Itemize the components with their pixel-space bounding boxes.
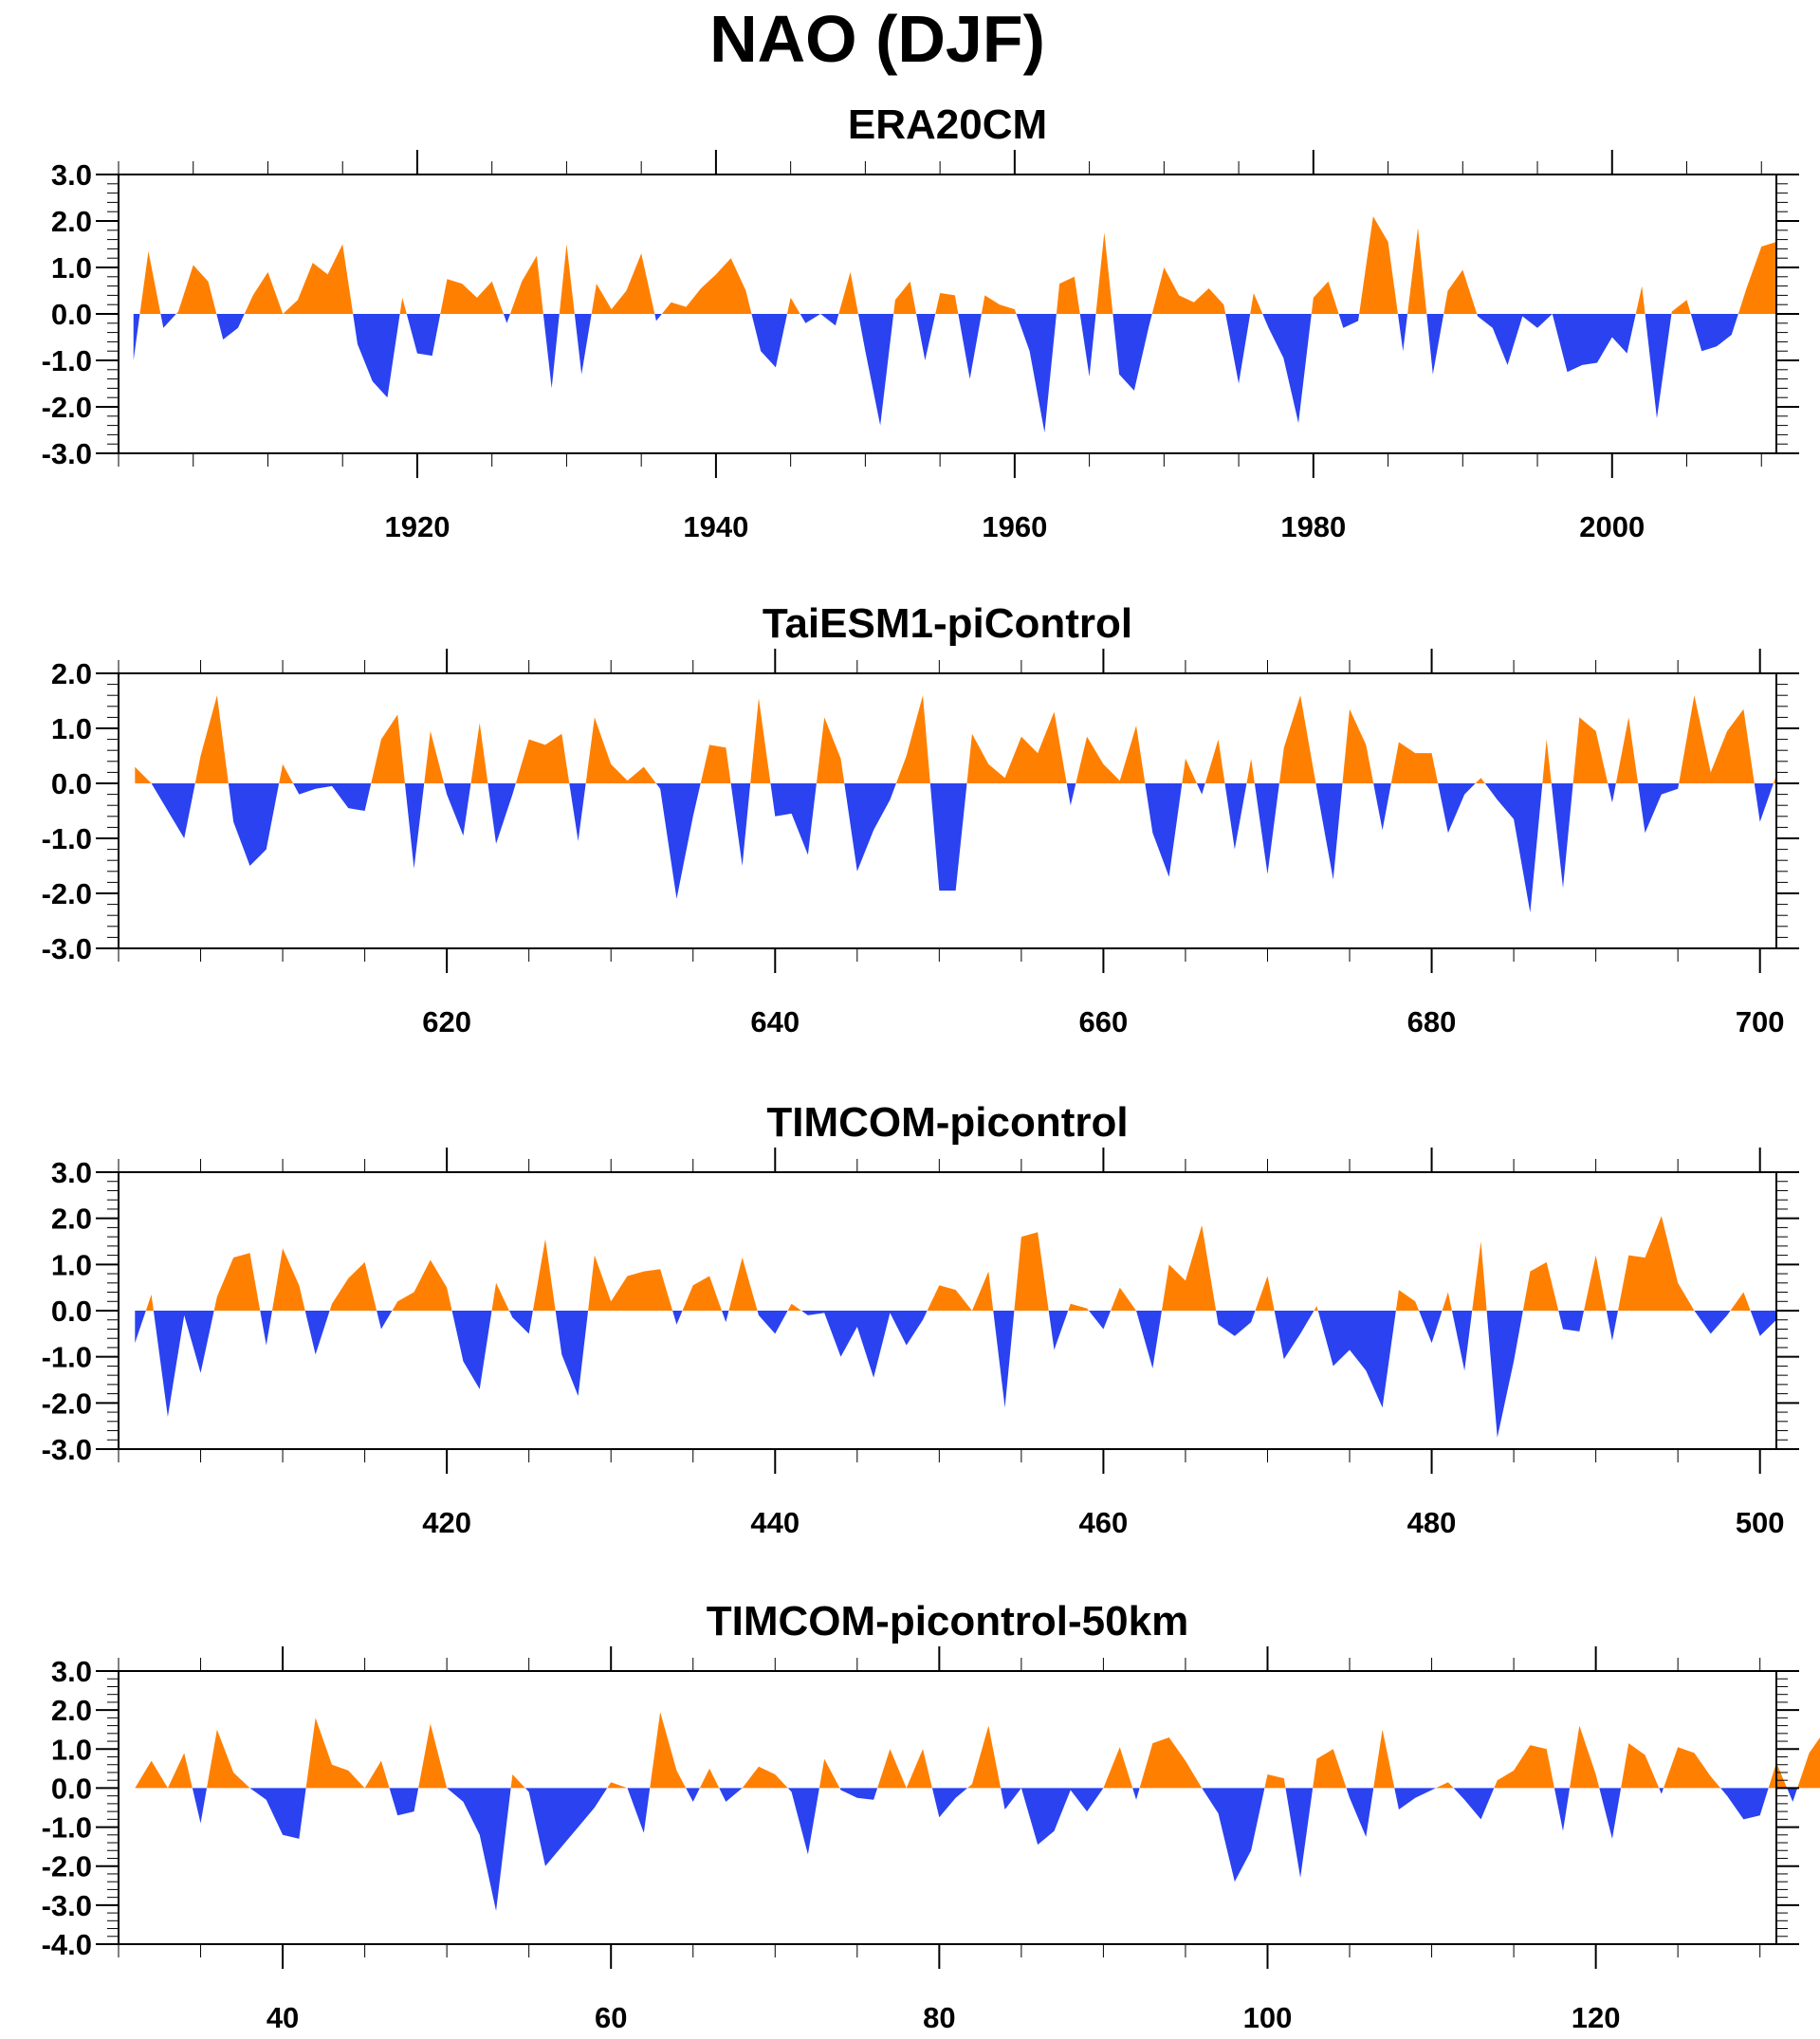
y-tick-label: 2.0 (51, 657, 92, 690)
y-tick-label: -2.0 (42, 1387, 92, 1420)
y-tick-label: -1.0 (42, 1341, 92, 1374)
plot-frame (118, 672, 1777, 949)
x-tick-label: 420 (422, 1506, 471, 1539)
x-tick-label: 640 (750, 1005, 800, 1038)
timcom-picontrol-50km-panel: TIMCOM-picontrol-50km -4.0 -3.0 -2.0 -1.0 0.0… (42, 1598, 1820, 2034)
plot-frame (118, 1670, 1777, 1945)
y-tick-label: -1.0 (42, 822, 92, 855)
y-tick-label: 1.0 (51, 1733, 92, 1766)
y-tick-label: 3.0 (51, 1655, 92, 1688)
x-tick-label: 700 (1736, 1005, 1785, 1038)
y-tick-label: -3.0 (42, 1433, 92, 1466)
x-tick-label: 460 (1079, 1506, 1129, 1539)
positive-anomaly-area (135, 1712, 1820, 1789)
x-tick-label: 80 (923, 2001, 955, 2034)
x-tick-label: 40 (267, 2001, 299, 2034)
x-tick-label: 620 (422, 1005, 471, 1038)
negative-anomaly-area (135, 1311, 1776, 1438)
x-tick-label: 1980 (1280, 510, 1346, 543)
x-tick-label: 480 (1407, 1506, 1457, 1539)
y-tick-label: 1.0 (51, 251, 92, 285)
y-tick-label: 0.0 (51, 298, 92, 331)
x-tick-label: 440 (750, 1506, 800, 1539)
negative-anomaly-area (133, 314, 1776, 432)
x-tick-label: 120 (1572, 2001, 1621, 2034)
negative-anomaly-area (135, 1788, 1820, 1912)
panel-title: TIMCOM-picontrol (766, 1099, 1128, 1146)
y-tick-label: -1.0 (42, 344, 92, 377)
figure-title: NAO (DJF) (709, 2, 1045, 76)
y-tick-label: 2.0 (51, 1203, 92, 1236)
taiesm1-picontrol-panel: TaiESM1-piControl -3.0 -2.0 -1.0 0.0 1.0 2.0 62… (42, 600, 1799, 1038)
y-tick-label: -2.0 (42, 877, 92, 910)
y-tick-label: -3.0 (42, 1889, 92, 1922)
y-tick-label: -3.0 (42, 437, 92, 470)
y-tick-label: 2.0 (51, 1694, 92, 1727)
x-tick-label: 1960 (982, 510, 1047, 543)
y-tick-label: 0.0 (51, 1295, 92, 1328)
x-tick-label: 2000 (1579, 510, 1645, 543)
positive-anomaly-area (135, 695, 1776, 783)
y-tick-label: -4.0 (42, 1928, 92, 1961)
x-tick-label: 1940 (683, 510, 748, 543)
y-tick-label: 0.0 (51, 767, 92, 800)
x-tick-label: 660 (1079, 1005, 1129, 1038)
y-tick-label: 1.0 (51, 1248, 92, 1281)
y-tick-label: -2.0 (42, 1850, 92, 1883)
x-tick-label: 500 (1736, 1506, 1785, 1539)
panel-title: ERA20CM (848, 101, 1047, 148)
y-tick-label: 3.0 (51, 1156, 92, 1189)
y-tick-label: 3.0 (51, 158, 92, 192)
y-tick-label: -2.0 (42, 391, 92, 424)
x-tick-label: 60 (595, 2001, 627, 2034)
panel-title: TIMCOM-picontrol-50km (707, 1598, 1188, 1644)
y-tick-label: -1.0 (42, 1811, 92, 1845)
x-tick-label: 1920 (384, 510, 450, 543)
era20cm-panel: ERA20CM -3.0 -2.0 -1.0 0.0 1.0 2.0 3.0 1920 1940 1… (42, 101, 1799, 543)
timcom-picontrol-panel: TIMCOM-picontrol -3.0 -2.0 -1.0 0.0 1.0 2.0 3.0… (42, 1099, 1799, 1539)
y-tick-label: -3.0 (42, 932, 92, 965)
y-tick-label: 0.0 (51, 1772, 92, 1805)
y-tick-label: 1.0 (51, 712, 92, 745)
positive-anomaly-area (133, 216, 1776, 314)
negative-anomaly-area (135, 783, 1776, 913)
y-tick-label: 2.0 (51, 205, 92, 238)
x-tick-label: 100 (1243, 2001, 1293, 2034)
panel-title: TaiESM1-piControl (763, 600, 1132, 647)
x-tick-label: 680 (1407, 1005, 1457, 1038)
positive-anomaly-area (135, 1216, 1776, 1311)
